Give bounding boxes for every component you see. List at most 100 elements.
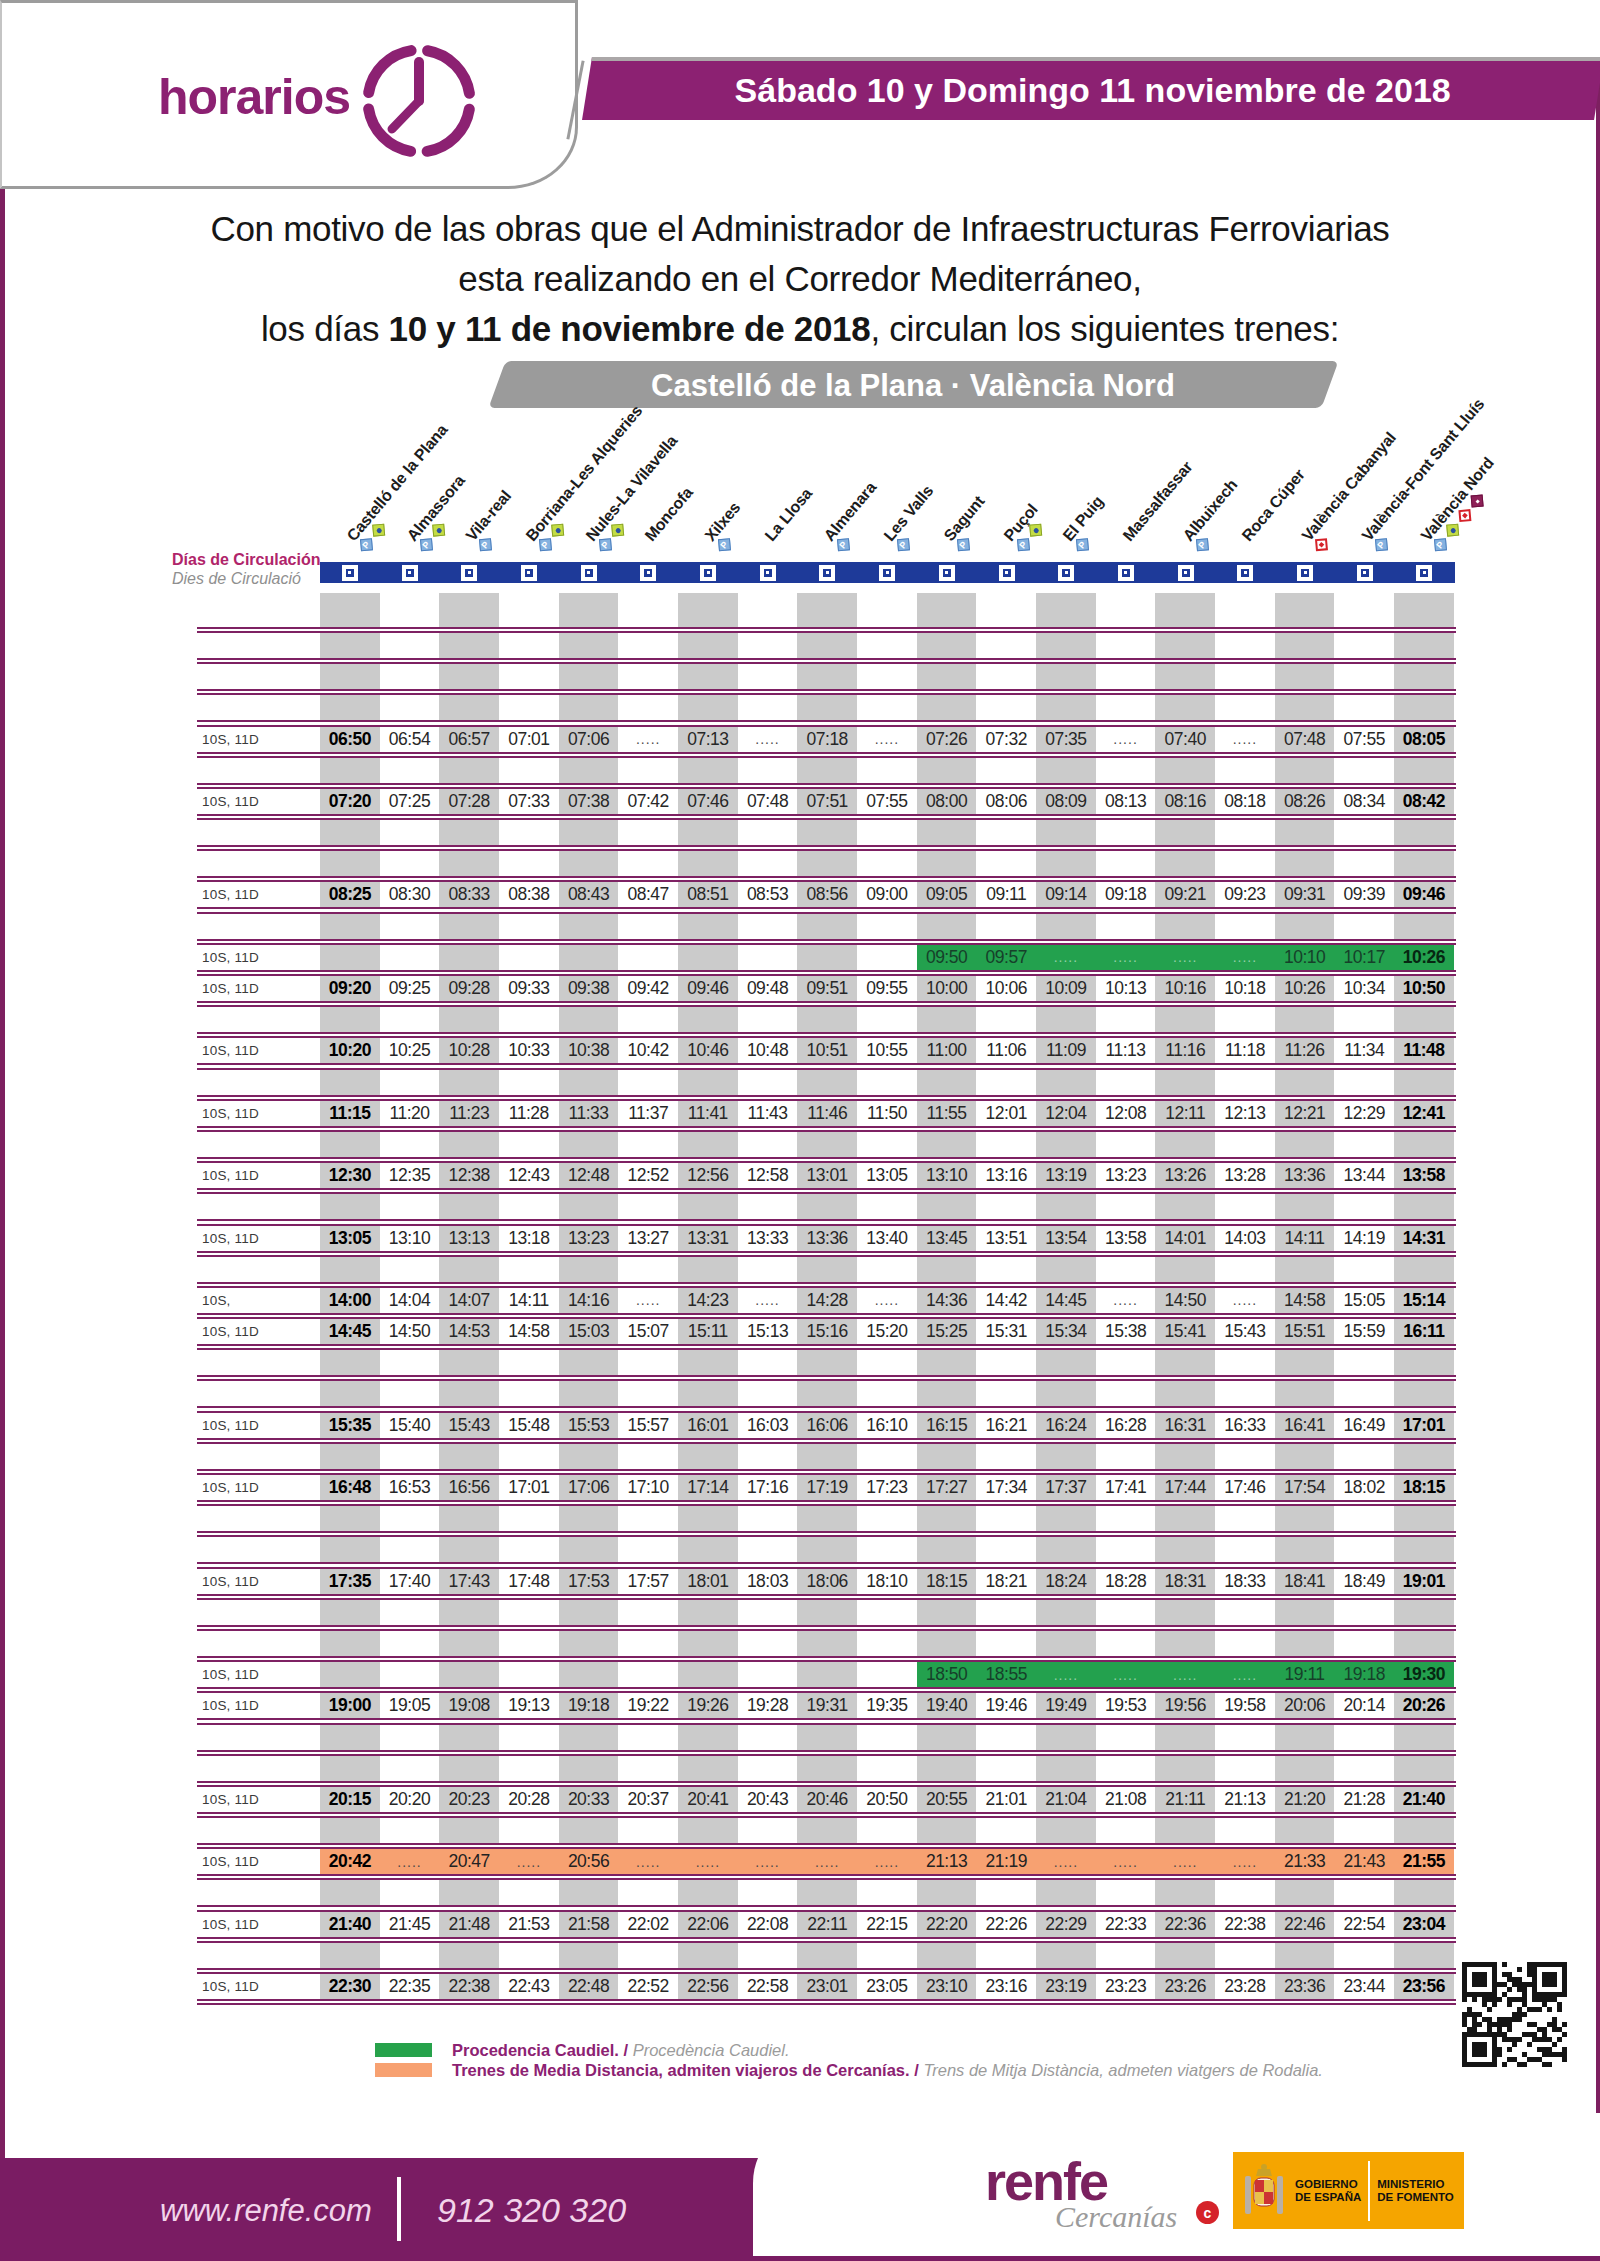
time-cell: 22:48 <box>559 1974 619 1999</box>
time-cell: 13:58 <box>1096 1226 1156 1251</box>
time-cell: ..... <box>857 1849 917 1874</box>
time-cell: 17:01 <box>499 1475 559 1500</box>
time-cell: 07:42 <box>618 789 678 814</box>
spacer-row <box>197 758 1456 783</box>
time-cell: 20:50 <box>857 1787 917 1812</box>
time-cell: 16:06 <box>797 1413 857 1438</box>
time-cell: 18:41 <box>1275 1569 1335 1594</box>
time-cell: 18:01 <box>678 1569 738 1594</box>
footer-url[interactable]: www.renfe.com <box>160 2193 372 2229</box>
date-banner-text: Sábado 10 y Domingo 11 noviembre de 2018 <box>587 71 1599 110</box>
time-cell: 10:38 <box>559 1038 619 1063</box>
time-cell: 19:22 <box>618 1693 678 1718</box>
time-cell: 11:09 <box>1036 1038 1096 1063</box>
time-cell: 14:58 <box>499 1319 559 1344</box>
row-days-label: 10S, 11D <box>197 1413 320 1438</box>
time-cell: 18:24 <box>1036 1569 1096 1594</box>
time-cell: 07:06 <box>559 727 619 752</box>
spacer-row <box>197 1756 1456 1781</box>
row-days-label: 10S, 11D <box>197 945 320 970</box>
time-cell <box>380 945 440 970</box>
time-cell <box>857 1662 917 1687</box>
time-cell: 15:59 <box>1334 1319 1394 1344</box>
time-cell: ..... <box>1215 1849 1275 1874</box>
time-cell: 14:01 <box>1155 1226 1215 1251</box>
train-row: 10S, 11D08:2508:3008:3308:3808:4308:4708… <box>197 882 1456 907</box>
time-cell: 21:11 <box>1155 1787 1215 1812</box>
row-days-label <box>197 633 320 658</box>
row-days-label <box>197 593 320 627</box>
time-cell: 13:28 <box>1215 1163 1275 1188</box>
time-cell: 23:56 <box>1394 1974 1454 1999</box>
time-cell: 10:09 <box>1036 976 1096 1001</box>
time-cell: 18:06 <box>797 1569 857 1594</box>
time-cell: 21:55 <box>1394 1849 1454 1874</box>
time-cell: 11:37 <box>618 1101 678 1126</box>
time-cell: 20:47 <box>439 1849 499 1874</box>
time-cell <box>797 1662 857 1687</box>
time-cell: 13:45 <box>917 1226 977 1251</box>
row-days-label <box>197 1600 320 1625</box>
time-cell: 17:40 <box>380 1569 440 1594</box>
time-cell: 09:05 <box>917 882 977 907</box>
time-cell: 17:53 <box>559 1569 619 1594</box>
train-row: 10S, 11D14:4514:5014:5314:5815:0315:0715… <box>197 1319 1456 1344</box>
time-cell: 19:08 <box>439 1693 499 1718</box>
time-cell: 17:46 <box>1215 1475 1275 1500</box>
spacer-row <box>197 1943 1456 1968</box>
time-cell: 17:19 <box>797 1475 857 1500</box>
row-days-label: 10S, 11D <box>197 789 320 814</box>
time-cell: ..... <box>1215 1288 1275 1313</box>
intro-text: Con motivo de las obras que el Administr… <box>0 204 1600 354</box>
stations-bar <box>320 562 1455 583</box>
time-cell: 23:19 <box>1036 1974 1096 1999</box>
intro-line2: esta realizando en el Corredor Mediterrá… <box>0 254 1600 304</box>
time-cell: 22:46 <box>1275 1912 1335 1937</box>
intro-line1: Con motivo de las obras que el Administr… <box>0 204 1600 254</box>
row-days-label: 10S, 11D <box>197 1912 320 1937</box>
time-cell: 15:41 <box>1155 1319 1215 1344</box>
time-cell: 22:58 <box>738 1974 798 1999</box>
time-cell: 22:11 <box>797 1912 857 1937</box>
time-cell: 23:26 <box>1155 1974 1215 1999</box>
time-cell: ..... <box>618 1288 678 1313</box>
qr-code[interactable] <box>1462 1962 1567 2067</box>
spacer-row <box>197 1381 1456 1406</box>
time-cell: 09:51 <box>797 976 857 1001</box>
time-cell: ..... <box>797 1849 857 1874</box>
time-cell: 22:29 <box>1036 1912 1096 1937</box>
row-days-label <box>197 1818 320 1843</box>
time-cell: 13:10 <box>380 1226 440 1251</box>
time-cell: 08:47 <box>618 882 678 907</box>
time-cell: 15:05 <box>1334 1288 1394 1313</box>
row-days-label <box>197 1506 320 1531</box>
time-cell: 12:13 <box>1215 1101 1275 1126</box>
time-cell: 19:18 <box>559 1693 619 1718</box>
time-cell: 20:41 <box>678 1787 738 1812</box>
time-cell: 15:43 <box>439 1413 499 1438</box>
interchange-red-icon <box>1459 509 1472 522</box>
station-marker <box>1416 565 1432 581</box>
train-row: 10S, 11D16:4816:5316:5617:0117:0617:1017… <box>197 1475 1456 1500</box>
time-cell: 14:11 <box>499 1288 559 1313</box>
time-cell: 14:36 <box>917 1288 977 1313</box>
row-days-label: 10S, 11D <box>197 1163 320 1188</box>
time-cell: 06:57 <box>439 727 499 752</box>
time-cell <box>618 1662 678 1687</box>
time-cell <box>857 945 917 970</box>
time-cell: 19:56 <box>1155 1693 1215 1718</box>
row-days-label <box>197 851 320 876</box>
time-cell: 19:13 <box>499 1693 559 1718</box>
row-days-label: 10S, 11D <box>197 1787 320 1812</box>
time-cell: 13:26 <box>1155 1163 1215 1188</box>
row-days-label: 10S, 11D <box>197 976 320 1001</box>
time-cell: 18:55 <box>976 1662 1036 1687</box>
timetable: 10S, 11D06:5006:5406:5707:0107:06.....07… <box>197 593 1456 2005</box>
time-cell: 09:42 <box>618 976 678 1001</box>
time-cell: 13:18 <box>499 1226 559 1251</box>
time-cell: 12:56 <box>678 1163 738 1188</box>
time-cell: 12:41 <box>1394 1101 1454 1126</box>
row-days-label: 10S, 11D <box>197 1475 320 1500</box>
time-cell <box>439 945 499 970</box>
time-cell: 08:00 <box>917 789 977 814</box>
